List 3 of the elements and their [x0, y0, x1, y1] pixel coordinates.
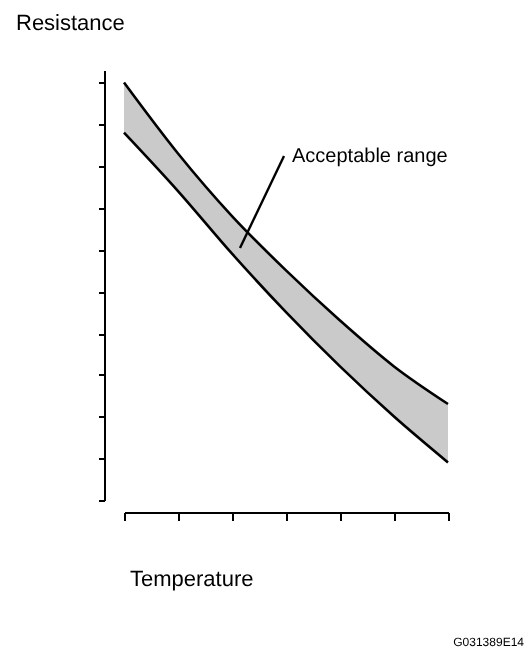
annotation: Acceptable range [292, 146, 449, 168]
y-axis-title: Resistance [16, 12, 125, 36]
x-axis-title: Temperature [130, 568, 254, 592]
